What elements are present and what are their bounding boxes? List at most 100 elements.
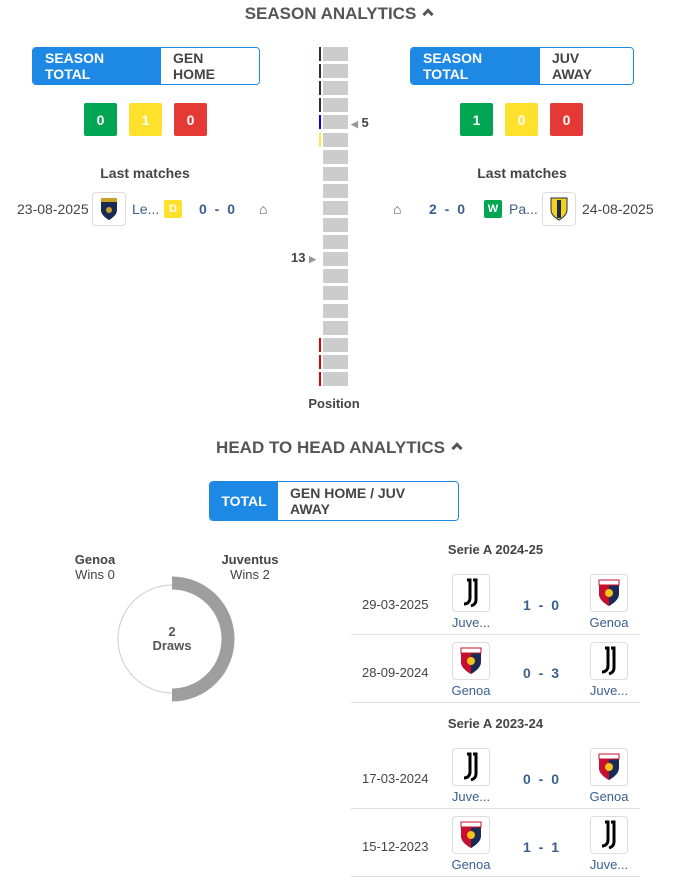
tab-season-total[interactable]: SEASON TOTAL [411, 48, 540, 84]
season-analytics-header[interactable]: SEASON ANALYTICS [0, 4, 677, 24]
match-score: 0 - 0 [522, 771, 559, 787]
position-row [323, 286, 348, 301]
match-score: 2 - 0 [429, 201, 466, 217]
h2h-match-row[interactable]: 15-12-2023 Genoa 1 - 1 Juve... [351, 812, 640, 884]
genoa-logo [452, 642, 490, 680]
juventus-logo [590, 642, 628, 680]
team-name: Genoa [451, 683, 491, 698]
position-row [323, 218, 348, 232]
team-name: Genoa [451, 857, 491, 872]
divider [351, 876, 640, 877]
genoa-logo [590, 748, 628, 786]
home-team-wins: Genoa Wins 0 [74, 552, 116, 582]
tab-total[interactable]: TOTAL [210, 482, 278, 520]
home-tabs: SEASON TOTAL GEN HOME [32, 47, 260, 85]
position-row [323, 47, 348, 61]
zone-marker [319, 371, 321, 386]
last-matches-label: Last matches [477, 165, 567, 181]
position-row [323, 149, 348, 164]
away-team-wins: Juventus Wins 2 [221, 552, 279, 582]
divider [351, 634, 640, 635]
h2h-tabs: TOTAL GEN HOME / JUV AWAY [209, 481, 459, 521]
draws-box: 0 [505, 103, 538, 136]
zone-marker [319, 115, 321, 130]
juv-position-marker: ◀ 5 [351, 115, 369, 130]
zone-marker [319, 47, 321, 61]
juventus-wins-arc [171, 576, 235, 702]
genoa-logo [452, 816, 490, 854]
home-icon: ⌂ [393, 201, 402, 217]
h2h-match-row[interactable]: 17-03-2024 Juve... 0 - 0 Genoa [351, 744, 640, 816]
away-tabs: SEASON TOTAL JUV AWAY [410, 47, 634, 85]
position-row [323, 64, 348, 79]
tab-gen-home-juv-away[interactable]: GEN HOME / JUV AWAY [278, 482, 458, 520]
genoa-logo [590, 574, 628, 612]
draws-count: 2 Draws [152, 624, 192, 653]
position-row [323, 200, 348, 215]
result-badge: D [164, 200, 182, 218]
position-row [323, 337, 348, 352]
juventus-logo [452, 748, 490, 786]
wins-box: 1 [460, 103, 493, 136]
position-row [323, 371, 348, 386]
losses-box: 0 [174, 103, 207, 136]
chevron-up-icon [451, 442, 463, 454]
tab-season-total[interactable]: SEASON TOTAL [33, 48, 161, 84]
team-name: Juve... [589, 857, 629, 872]
wins-box: 0 [84, 103, 117, 136]
position-row [323, 132, 348, 147]
zone-marker [319, 81, 321, 96]
zone-marker [319, 98, 321, 113]
position-row [323, 354, 348, 369]
home-team[interactable]: Genoa [451, 816, 491, 872]
season-heading: Serie A 2023-24 [447, 716, 544, 731]
team-name: Genoa [589, 615, 629, 630]
position-row [323, 235, 348, 250]
position-row [323, 303, 348, 318]
match-date: 15-12-2023 [362, 839, 429, 854]
team-name: Juve... [451, 615, 491, 630]
lecce-logo[interactable] [92, 192, 126, 226]
zone-marker [319, 64, 321, 79]
home-team[interactable]: Genoa [451, 642, 491, 698]
position-row [323, 269, 348, 284]
away-team[interactable]: Juve... [589, 642, 629, 698]
match-date: 17-03-2024 [362, 771, 429, 786]
opponent-name[interactable]: Le... [132, 201, 160, 217]
position-row [323, 81, 348, 96]
chevron-up-icon [422, 8, 434, 20]
h2h-analytics-header[interactable]: HEAD TO HEAD ANALYTICS [0, 438, 677, 458]
position-row [323, 183, 348, 198]
gen-position-marker: 13 ▶ [291, 250, 317, 265]
position-row [323, 166, 348, 181]
tab-gen-home[interactable]: GEN HOME [161, 48, 259, 84]
divider [351, 808, 640, 809]
zone-marker [319, 132, 321, 147]
result-badge: W [484, 200, 502, 218]
juventus-logo [452, 574, 490, 612]
opponent-name[interactable]: Pa... [509, 201, 538, 217]
team-name: Juve... [451, 789, 491, 804]
juventus-logo [590, 816, 628, 854]
home-team[interactable]: Juve... [451, 748, 491, 804]
position-row [323, 252, 348, 267]
match-score: 0 - 0 [199, 201, 236, 217]
match-score: 1 - 1 [522, 839, 559, 855]
draws-box: 1 [129, 103, 162, 136]
zone-marker [319, 354, 321, 369]
home-team[interactable]: Juve... [451, 574, 491, 630]
parma-logo[interactable] [542, 192, 576, 226]
h2h-donut-chart [117, 576, 235, 702]
away-team[interactable]: Genoa [589, 748, 629, 804]
away-team[interactable]: Genoa [589, 574, 629, 630]
match-date: 23-08-2025 [17, 201, 89, 217]
match-date: 24-08-2025 [582, 201, 654, 217]
position-row [323, 320, 348, 335]
last-matches-label: Last matches [100, 165, 190, 181]
team-name: Genoa [589, 789, 629, 804]
h2h-match-row[interactable]: 29-03-2025 Juve... 1 - 0 Genoa [351, 570, 640, 642]
divider [351, 702, 640, 703]
tab-juv-away[interactable]: JUV AWAY [540, 48, 633, 84]
away-team[interactable]: Juve... [589, 816, 629, 872]
h2h-match-row[interactable]: 28-09-2024 Genoa 0 - 3 Juve... [351, 638, 640, 710]
